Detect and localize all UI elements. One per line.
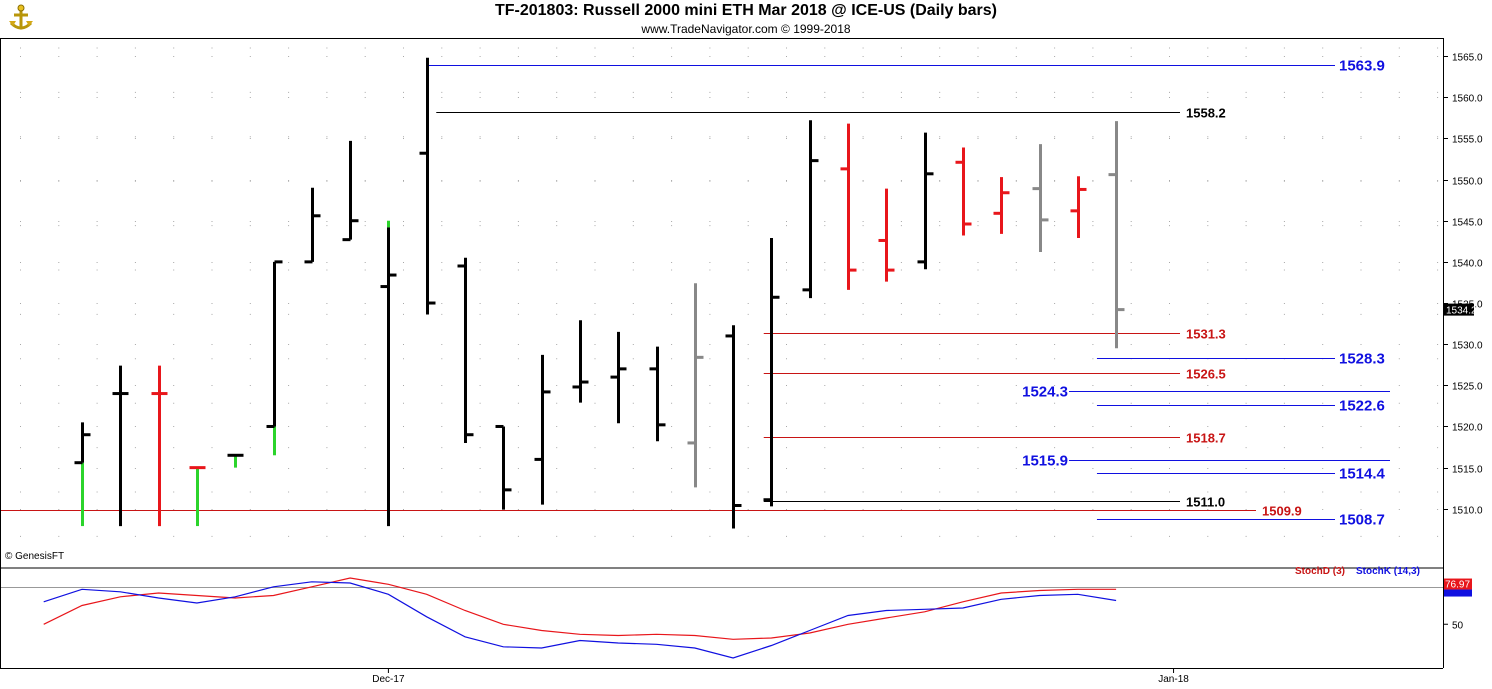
level-label: 1526.5 — [1186, 367, 1226, 382]
price-bar — [495, 424, 512, 510]
y-tick-label: 1555.0 — [1452, 135, 1483, 146]
last-price-label: 1534.2 — [1446, 306, 1477, 317]
chart-title: TF-201803: Russell 2000 mini ETH Mar 201… — [494, 2, 997, 19]
price-bar — [380, 220, 397, 527]
x-tick-label: Dec-17 — [372, 674, 405, 685]
price-bar — [227, 453, 244, 468]
stoch-line — [43, 581, 1117, 659]
y-tick-label: 1565.0 — [1452, 53, 1483, 64]
tradenavigator-logo-icon — [9, 4, 33, 30]
price-bar — [1032, 144, 1049, 252]
chart-subtitle: www.TradeNavigator.com © 1999-2018 — [641, 22, 851, 36]
price-levels: 1563.9 1558.2 1531.3 1528.3 1526.5 1524.3 1522… — [0, 58, 1390, 529]
price-bar — [534, 354, 551, 505]
price-bar — [725, 325, 742, 529]
level-label: 1522.6 — [1339, 398, 1385, 415]
y-tick-label: 1530.0 — [1452, 341, 1483, 352]
price-bar — [457, 257, 474, 443]
price-bar — [993, 177, 1010, 234]
x-tick-label: Jan-18 — [1158, 674, 1189, 685]
stochd-value-tag — [1444, 578, 1472, 590]
legend-stochd: StochD (3) — [1295, 566, 1345, 577]
grid-dot-pattern — [20, 47, 1439, 537]
price-bar — [74, 422, 91, 527]
stoch-y-tick-label: 50 — [1452, 620, 1464, 631]
price-bar — [1070, 176, 1087, 239]
legend-stochk: StochK (14,3) — [1356, 566, 1420, 577]
price-bar — [763, 238, 780, 507]
watermark: © GenesisFT — [5, 551, 64, 562]
level-label: 1524.3 — [1022, 384, 1068, 401]
price-bar — [151, 365, 168, 527]
level-label: 1518.7 — [1186, 431, 1226, 446]
level-label: 1515.9 — [1022, 453, 1068, 470]
stoch-value-label: 76.97 — [1445, 580, 1470, 591]
level-label: 1558.2 — [1186, 106, 1226, 121]
y-tick-label: 1515.0 — [1452, 465, 1483, 476]
price-bar — [266, 260, 283, 456]
price-bar — [610, 331, 627, 424]
last-price-tag — [1444, 303, 1474, 316]
y-tick-label: 1510.0 — [1452, 506, 1483, 517]
price-bars — [74, 57, 1125, 529]
stochastic-panel: StochD (3) StochK (14,3) — [0, 566, 1443, 659]
price-bar — [840, 123, 857, 290]
chart-frame — [0, 38, 1444, 669]
y-tick-label: 1560.0 — [1452, 94, 1483, 105]
level-label: 1508.7 — [1339, 512, 1385, 529]
level-label: 1514.4 — [1339, 466, 1386, 483]
level-label: 1563.9 — [1339, 58, 1385, 75]
price-bar — [304, 187, 321, 264]
price-bar — [1108, 121, 1125, 349]
stochk-value-tag — [1444, 589, 1472, 597]
chart-header: TF-201803: Russell 2000 mini ETH Mar 201… — [0, 0, 1492, 38]
price-bar — [917, 132, 934, 270]
price-bar — [189, 466, 206, 527]
y-tick-label: 1545.0 — [1452, 218, 1483, 229]
y-tick-label: 1550.0 — [1452, 177, 1483, 188]
price-bar — [687, 283, 704, 488]
price-bar — [649, 346, 666, 442]
price-bar — [342, 140, 359, 242]
price-bar — [802, 120, 819, 299]
time-axis: Dec-17 Jan-18 — [372, 668, 1189, 685]
level-label: 1509.9 — [1262, 504, 1302, 519]
price-bar — [112, 365, 129, 527]
y-tick-label: 1525.0 — [1452, 382, 1483, 393]
level-label: 1528.3 — [1339, 351, 1385, 368]
price-bar — [878, 188, 895, 282]
price-bar — [572, 320, 589, 403]
grid-dots — [20, 47, 1439, 537]
price-bar — [955, 147, 972, 236]
y-tick-label: 1520.0 — [1452, 423, 1483, 434]
level-label: 1511.0 — [1186, 495, 1225, 510]
price-bar — [419, 57, 436, 315]
price-axis: 1510.01515.01520.01525.01530.01535.01540… — [1443, 53, 1483, 631]
y-tick-label: 1540.0 — [1452, 259, 1483, 270]
level-label: 1531.3 — [1186, 327, 1226, 342]
